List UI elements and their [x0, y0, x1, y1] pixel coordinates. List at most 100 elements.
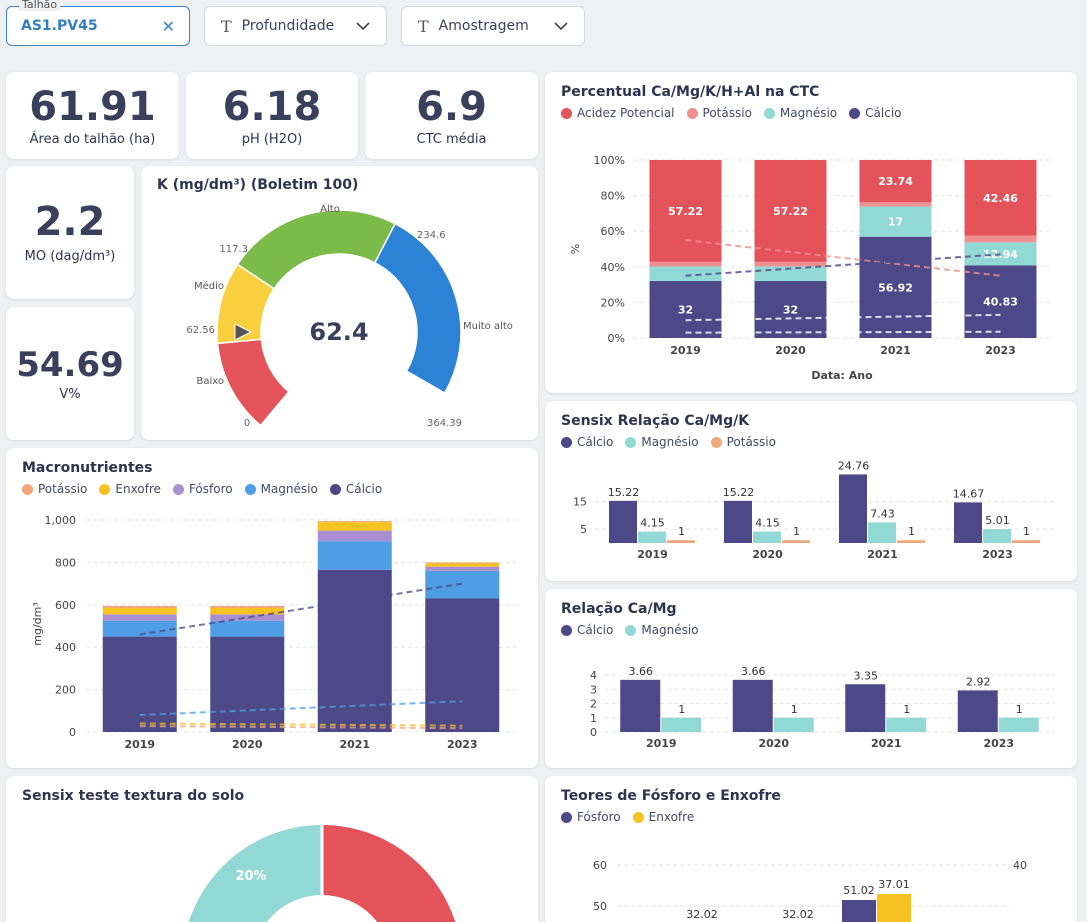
- bar-segment: [210, 636, 285, 732]
- data-label: 57.22: [668, 205, 703, 218]
- bar-segment: [102, 636, 177, 732]
- data-label: 37.01: [878, 878, 910, 891]
- y-tick-label: 20%: [601, 296, 625, 309]
- data-label: 1: [791, 703, 798, 716]
- bar-segment: [102, 607, 177, 615]
- bar: [842, 900, 876, 922]
- legend-item[interactable]: Potássio: [22, 482, 87, 496]
- relacao-camg-legend: Cálcio Magnésio: [561, 623, 699, 637]
- data-label: 40.83: [983, 296, 1018, 309]
- data-label: 1: [908, 525, 915, 538]
- legend-item[interactable]: Cálcio: [849, 106, 902, 120]
- legend-item[interactable]: Fósforo: [561, 810, 621, 824]
- gauge-band-muito-alto: [373, 222, 462, 395]
- trend-line: [685, 253, 1001, 277]
- bar-segment: [102, 614, 177, 621]
- legend-item[interactable]: Magnésio: [244, 482, 318, 496]
- bar-segment: [425, 570, 500, 599]
- bar-segment: [317, 522, 392, 531]
- gauge-title: K (mg/dm³) (Boletim 100): [157, 177, 359, 193]
- bar-segment: [859, 206, 932, 237]
- data-label: 2.92: [966, 675, 991, 688]
- legend-item[interactable]: Enxofre: [632, 810, 694, 824]
- data-label: 32: [678, 304, 693, 317]
- donut-slice-label: 20%: [235, 869, 266, 884]
- legend-item[interactable]: Magnésio: [625, 435, 699, 449]
- bar: [897, 540, 925, 543]
- data-label: 23.74: [878, 175, 913, 188]
- trend-line: [139, 700, 463, 717]
- bar-segment: [964, 242, 1037, 266]
- percentual-legend: Acidez Potencial Potássio Magnésio Cálci…: [561, 106, 902, 120]
- text-type-icon: T: [221, 16, 232, 36]
- y-tick-label: 60%: [601, 225, 625, 238]
- x-tick-label: 2021: [867, 548, 898, 561]
- bar: [724, 500, 752, 543]
- profundidade-select[interactable]: T Profundidade: [204, 6, 387, 46]
- bar-segment: [649, 261, 722, 267]
- kpi-mo-label: MO (dag/dm³): [24, 249, 116, 264]
- gauge-tick-0: 0: [244, 418, 250, 429]
- fosforo-title: Teores de Fósforo e Enxofre: [561, 788, 781, 804]
- talhao-value: AS1.PV45: [21, 18, 98, 34]
- kpi-area-value: 61.91: [29, 84, 156, 130]
- legend-item[interactable]: Magnésio: [763, 106, 837, 120]
- x-tick-label: 2020: [775, 344, 806, 357]
- data-label: 24.76: [838, 459, 870, 472]
- clear-icon[interactable]: ✕: [161, 16, 175, 36]
- kpi-area-card: 61.91 Área do talhão (ha): [6, 72, 179, 159]
- legend-item[interactable]: Enxofre: [99, 482, 161, 496]
- legend-item[interactable]: Acidez Potencial: [561, 106, 675, 120]
- bar: [732, 679, 773, 732]
- bar-segment: [317, 569, 392, 732]
- kpi-area-label: Área do talhão (ha): [29, 132, 156, 147]
- legend-label: Magnésio: [641, 623, 699, 637]
- textura-title: Sensix teste textura do solo: [22, 788, 245, 804]
- data-label: 12.94: [983, 248, 1018, 261]
- talhao-label: Talhão: [19, 0, 61, 11]
- trend-line: [139, 722, 463, 727]
- bar-segment: [754, 281, 827, 338]
- bar-segment: [964, 235, 1037, 243]
- legend-label: Potássio: [38, 482, 88, 496]
- kpi-v-label: V%: [59, 387, 81, 402]
- legend-item[interactable]: Cálcio: [329, 482, 382, 496]
- data-label: 32.02: [782, 908, 814, 921]
- bar-segment: [425, 563, 500, 567]
- legend-item[interactable]: Cálcio: [561, 623, 613, 637]
- y-tick-label: 100%: [594, 154, 625, 167]
- legend-label: Potássio: [702, 106, 752, 120]
- kpi-v-value: 54.69: [16, 345, 124, 385]
- bar-segment: [102, 620, 177, 637]
- y-tick-label: 50: [593, 900, 607, 913]
- legend-item[interactable]: Cálcio: [561, 435, 613, 449]
- legend-item[interactable]: Fósforo: [172, 482, 233, 496]
- y-tick-label: 0: [69, 726, 76, 739]
- legend-item[interactable]: Magnésio: [625, 623, 699, 637]
- fosforo-chart: 60 50 40 32.02 32.02 51.02 37.01: [593, 859, 1027, 922]
- trend-line: [139, 725, 463, 730]
- relacao-camgk-title: Sensix Relação Ca/Mg/K: [561, 413, 750, 429]
- bar-segment: [102, 605, 177, 608]
- y-tick-label: 40%: [601, 261, 625, 274]
- amostragem-label: Amostragem: [438, 18, 529, 34]
- legend-item[interactable]: Potássio: [686, 106, 752, 120]
- y-tick-label: 400: [55, 641, 76, 654]
- bar-segment: [859, 160, 932, 203]
- amostragem-select[interactable]: T Amostragem: [401, 6, 585, 46]
- data-label: 3.35: [854, 669, 879, 682]
- bar: [957, 690, 998, 732]
- bar: [877, 894, 911, 922]
- legend-item[interactable]: Potássio: [710, 435, 776, 449]
- x-tick-label: 2020: [232, 738, 263, 751]
- x-tick-label: 2023: [985, 344, 1016, 357]
- bar-segment: [425, 562, 500, 564]
- legend-label: Magnésio: [641, 435, 699, 449]
- talhao-select[interactable]: Talhão AS1.PV45 ✕: [6, 0, 190, 46]
- bar-segment: [210, 614, 285, 621]
- bar-segment: [317, 541, 392, 570]
- bar-segment: [754, 160, 827, 262]
- bar: [983, 529, 1011, 543]
- data-label: 51.02: [843, 884, 875, 897]
